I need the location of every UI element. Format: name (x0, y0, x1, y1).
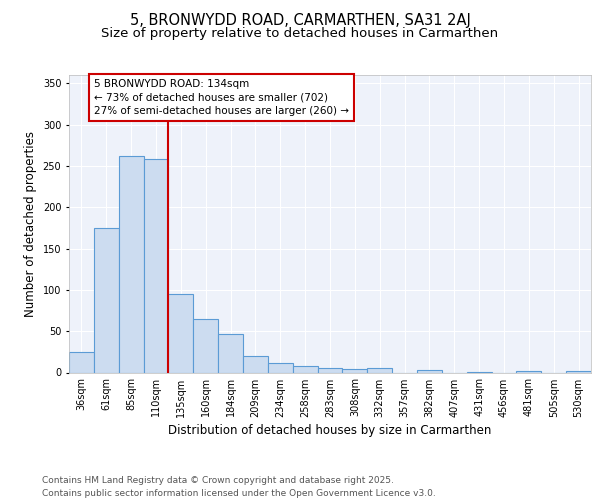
Bar (317, 368, 343, 372)
Bar (169, 294, 193, 372)
Text: Contains public sector information licensed under the Open Government Licence v3: Contains public sector information licen… (42, 489, 436, 498)
Text: Size of property relative to detached houses in Carmarthen: Size of property relative to detached ho… (101, 28, 499, 40)
Bar (268, 364, 293, 372)
Text: 5 BRONWYDD ROAD: 134sqm
← 73% of detached houses are smaller (702)
27% of semi-d: 5 BRONWYDD ROAD: 134sqm ← 73% of detache… (94, 79, 349, 116)
Bar (69, 352, 94, 372)
Bar (517, 371, 541, 372)
Bar (218, 334, 243, 372)
Bar (566, 371, 591, 372)
Bar (293, 366, 317, 372)
Bar (367, 368, 392, 372)
Bar (94, 228, 119, 372)
Bar (417, 370, 442, 372)
Bar (243, 356, 268, 372)
Bar (119, 156, 143, 372)
Bar (193, 319, 218, 372)
Bar (143, 160, 169, 372)
Y-axis label: Number of detached properties: Number of detached properties (24, 130, 37, 317)
Bar (343, 369, 367, 372)
Text: 5, BRONWYDD ROAD, CARMARTHEN, SA31 2AJ: 5, BRONWYDD ROAD, CARMARTHEN, SA31 2AJ (130, 14, 470, 28)
Text: Contains HM Land Registry data © Crown copyright and database right 2025.: Contains HM Land Registry data © Crown c… (42, 476, 394, 485)
X-axis label: Distribution of detached houses by size in Carmarthen: Distribution of detached houses by size … (169, 424, 491, 436)
